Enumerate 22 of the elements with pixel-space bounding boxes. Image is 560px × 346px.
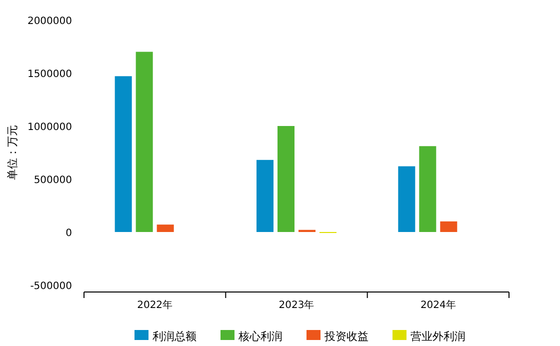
y-tick-label: 1500000: [27, 69, 72, 80]
y-tick-label: 2000000: [27, 16, 72, 27]
y-tick-label: 500000: [34, 175, 72, 186]
legend-label: 核心利润: [238, 330, 282, 343]
bar: [114, 76, 132, 232]
bar: [398, 166, 416, 232]
bar: [256, 160, 274, 232]
x-tick-label: 2022年: [137, 299, 173, 311]
bar: [136, 52, 153, 232]
legend-label: 投资收益: [324, 330, 368, 343]
bar: [278, 126, 294, 232]
y-tick-label: 0: [66, 228, 72, 239]
legend-label: 营业外利润: [410, 330, 466, 343]
y-tick-label: -500000: [30, 281, 72, 292]
bar: [156, 224, 174, 232]
x-tick-label: 2023年: [278, 299, 314, 311]
bar: [419, 146, 436, 232]
y-tick-label: 1000000: [27, 122, 72, 133]
bar: [440, 221, 458, 232]
x-tick-label: 2024年: [420, 299, 456, 311]
y-axis-title: 单位：万元: [6, 125, 19, 180]
legend-label: 利润总额: [152, 330, 196, 343]
